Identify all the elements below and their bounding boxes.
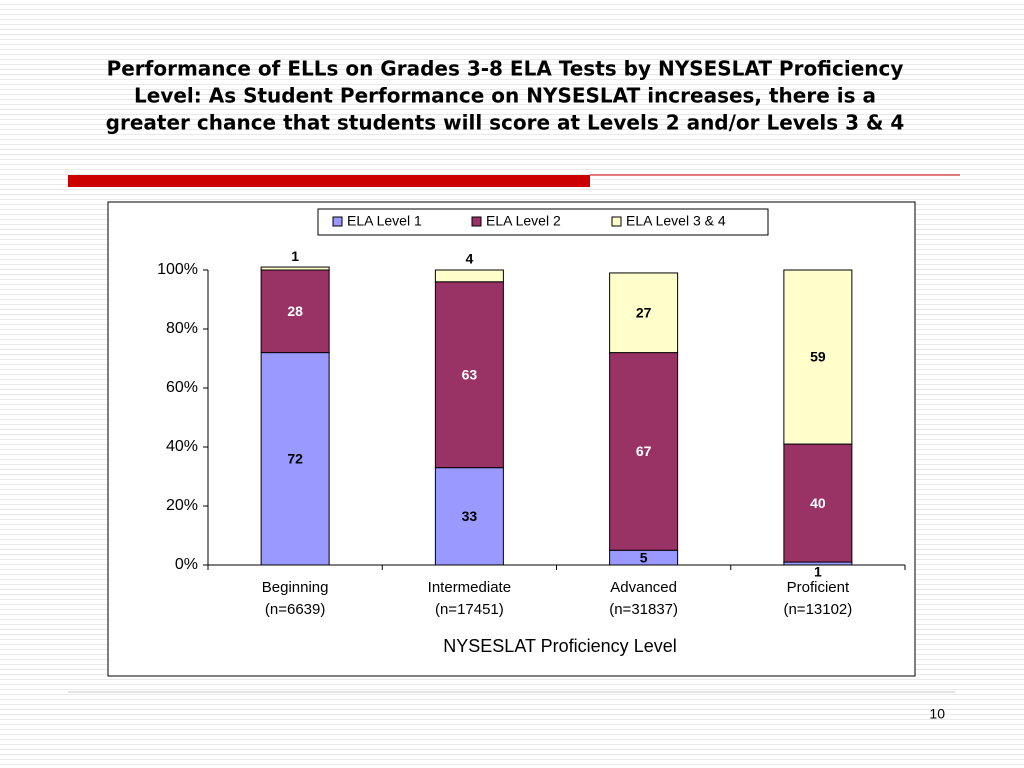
data-label: 72 [287, 451, 303, 467]
y-tick-label: 40% [166, 438, 198, 455]
x-tick-label: Advanced [610, 579, 677, 596]
y-tick-label: 20% [166, 497, 198, 514]
x-tick-label: Proficient [787, 579, 850, 596]
y-tick-label: 100% [157, 261, 198, 278]
bar-segment [260, 352, 330, 566]
data-label: 28 [287, 303, 303, 319]
data-label: 1 [814, 564, 822, 580]
title-line: greater chance that students will score … [106, 111, 905, 135]
legend-box [317, 208, 769, 236]
data-label: 67 [636, 443, 652, 459]
legend-label: ELA Level 3 & 4 [626, 213, 726, 229]
x-tick-label: Intermediate [428, 579, 511, 596]
title-line: Performance of ELLs on Grades 3-8 ELA Te… [107, 57, 904, 81]
x-tick-label: (n=17451) [435, 601, 504, 618]
bar-segment [260, 266, 330, 271]
bar-segment [783, 443, 853, 563]
legend-label: ELA Level 1 [347, 213, 422, 229]
bar-segment [434, 467, 504, 566]
x-tick-label: (n=31837) [609, 601, 678, 618]
x-tick-label: Beginning [262, 579, 329, 596]
legend-swatch [471, 216, 482, 227]
bar-segment [434, 281, 504, 469]
y-tick-label: 80% [166, 320, 198, 337]
bar-segment [434, 269, 504, 283]
data-label: 1 [291, 248, 299, 264]
legend-swatch [332, 216, 343, 227]
data-label: 27 [636, 304, 652, 320]
data-label: 4 [465, 251, 473, 267]
x-tick-label: (n=13102) [783, 601, 852, 618]
legend-swatch [611, 216, 622, 227]
bar-segment [260, 269, 330, 354]
chart-frame [107, 201, 916, 677]
x-axis-title: NYSESLAT Proficiency Level [443, 636, 676, 656]
title-bar [68, 175, 590, 187]
data-label: 5 [640, 549, 648, 565]
y-tick-label: 0% [175, 556, 198, 573]
data-label: 63 [462, 366, 478, 382]
title-line: Level: As Student Performance on NYSESLA… [134, 84, 876, 108]
data-label: 33 [462, 508, 478, 524]
x-tick-label: (n=6639) [265, 601, 325, 618]
bar-segment [609, 352, 679, 551]
y-tick-label: 60% [166, 379, 198, 396]
bar-segment [609, 272, 679, 354]
data-label: 40 [810, 495, 826, 511]
legend-label: ELA Level 2 [486, 213, 561, 229]
data-label: 59 [810, 349, 826, 365]
bar-segment [783, 269, 853, 445]
page-number: 10 [929, 706, 945, 722]
